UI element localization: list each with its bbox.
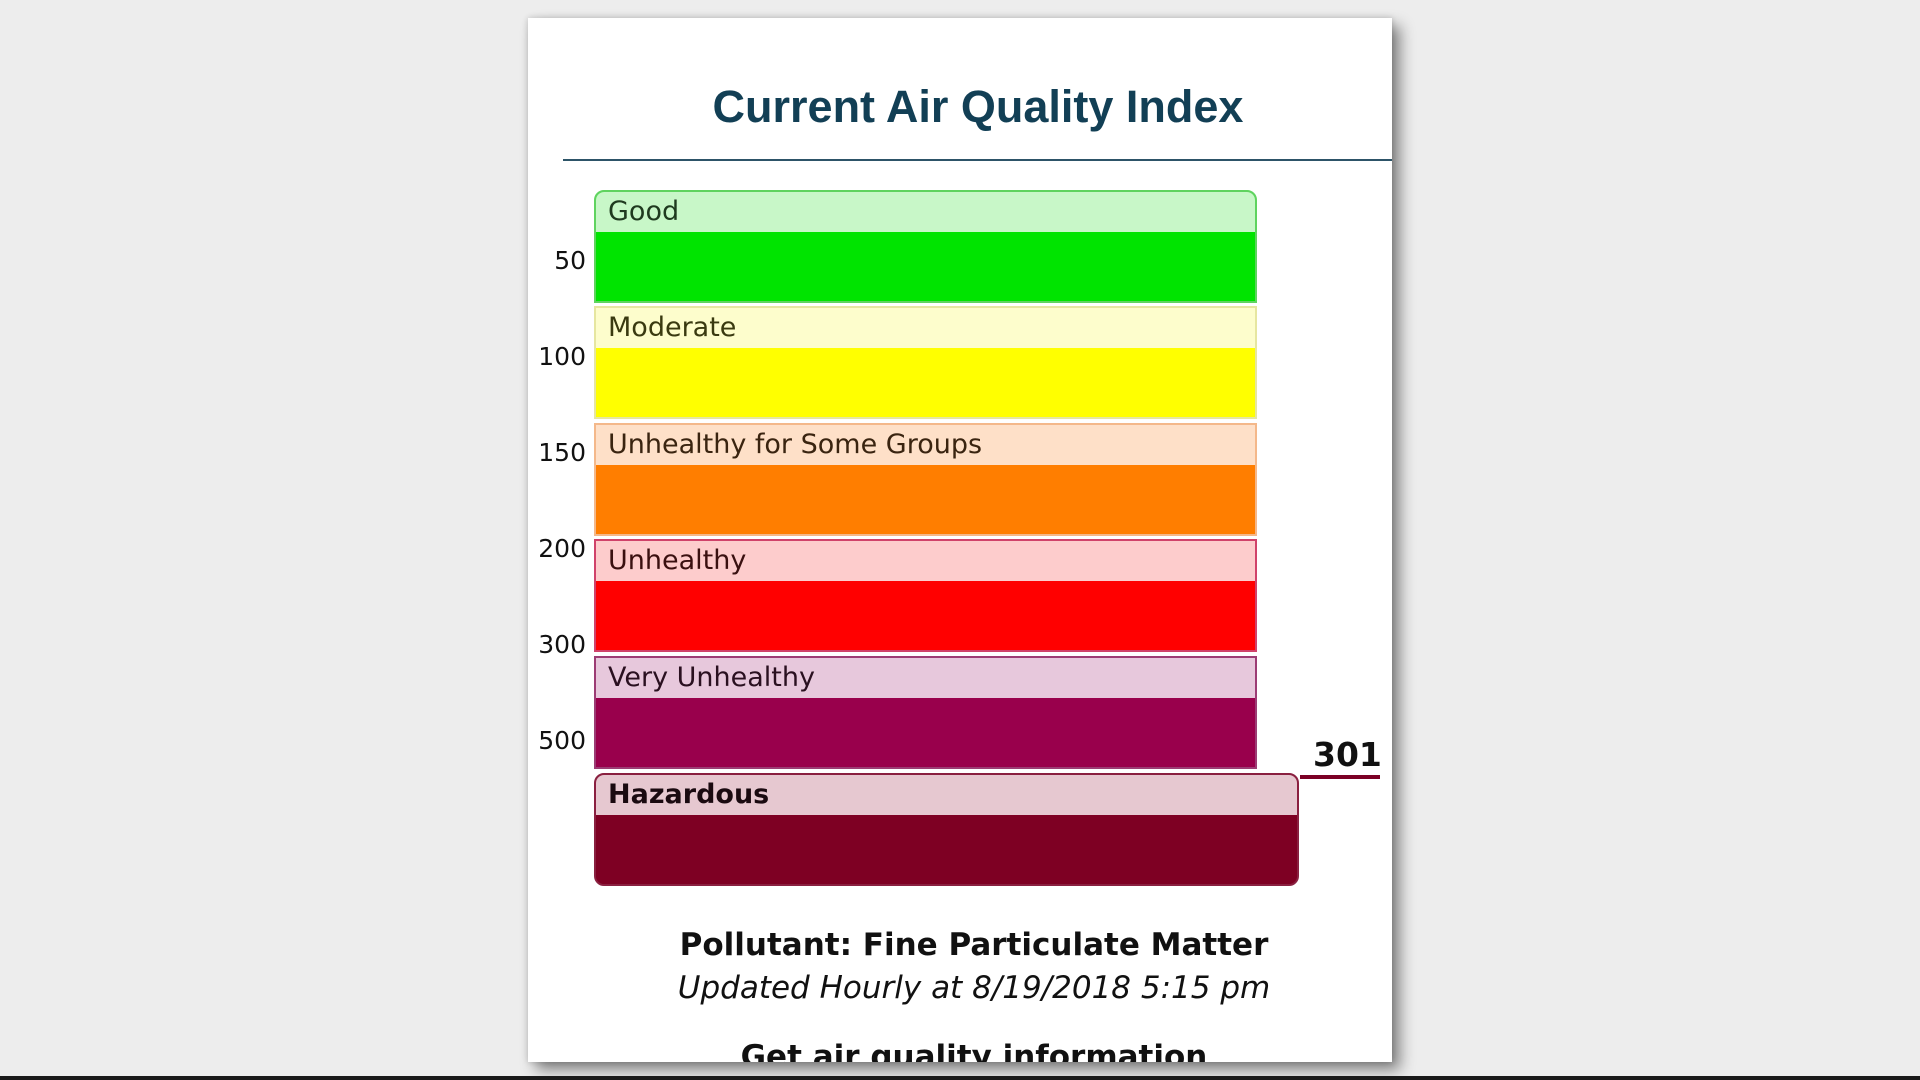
- more-info-link[interactable]: Get air quality information: [740, 1039, 1208, 1063]
- aqi-band-moderate-fill: [596, 348, 1255, 417]
- updated-timestamp: Updated Hourly at 8/19/2018 5:15 pm: [677, 970, 1271, 1006]
- aqi-band-very-unhealthy-label: Very Unhealthy: [596, 658, 1255, 698]
- current-aqi-value: 301: [1313, 735, 1382, 774]
- aqi-band-very-unhealthy-fill: [596, 698, 1255, 767]
- aqi-band-unhealthy-sensitive: Unhealthy for Some Groups: [594, 423, 1257, 536]
- scale-tick-150: 150: [538, 438, 586, 467]
- aqi-band-hazardous-label: Hazardous: [596, 775, 1297, 815]
- aqi-band-good-label: Good: [596, 192, 1255, 232]
- aqi-band-unhealthy-fill: [596, 581, 1255, 650]
- aqi-band-moderate: Moderate: [594, 306, 1257, 419]
- aqi-band-very-unhealthy: Very Unhealthy: [594, 656, 1257, 769]
- aqi-band-good: Good: [594, 190, 1257, 303]
- scale-tick-50: 50: [554, 246, 586, 275]
- aqi-band-unhealthy-sensitive-fill: [596, 465, 1255, 534]
- aqi-band-unhealthy-label: Unhealthy: [596, 541, 1255, 581]
- pollutant-label: Pollutant: Fine Particulate Matter: [679, 927, 1269, 963]
- current-aqi-indicator: [1300, 775, 1380, 779]
- scale-tick-500: 500: [538, 726, 586, 755]
- aqi-card: Current Air Quality Index 50 100 150 200…: [528, 18, 1392, 1062]
- scale-tick-300: 300: [538, 630, 586, 659]
- page-title: Current Air Quality Index: [712, 81, 1244, 132]
- aqi-band-unhealthy: Unhealthy: [594, 539, 1257, 652]
- scale-tick-200: 200: [538, 534, 586, 563]
- aqi-band-moderate-label: Moderate: [596, 308, 1255, 348]
- title-divider: [563, 159, 1392, 161]
- bottom-edge-bar: [0, 1076, 1920, 1080]
- aqi-band-good-fill: [596, 232, 1255, 301]
- aqi-band-hazardous: Hazardous: [594, 773, 1299, 886]
- aqi-band-hazardous-fill: [596, 815, 1297, 884]
- aqi-band-unhealthy-sensitive-label: Unhealthy for Some Groups: [596, 425, 1255, 465]
- scale-tick-100: 100: [538, 342, 586, 371]
